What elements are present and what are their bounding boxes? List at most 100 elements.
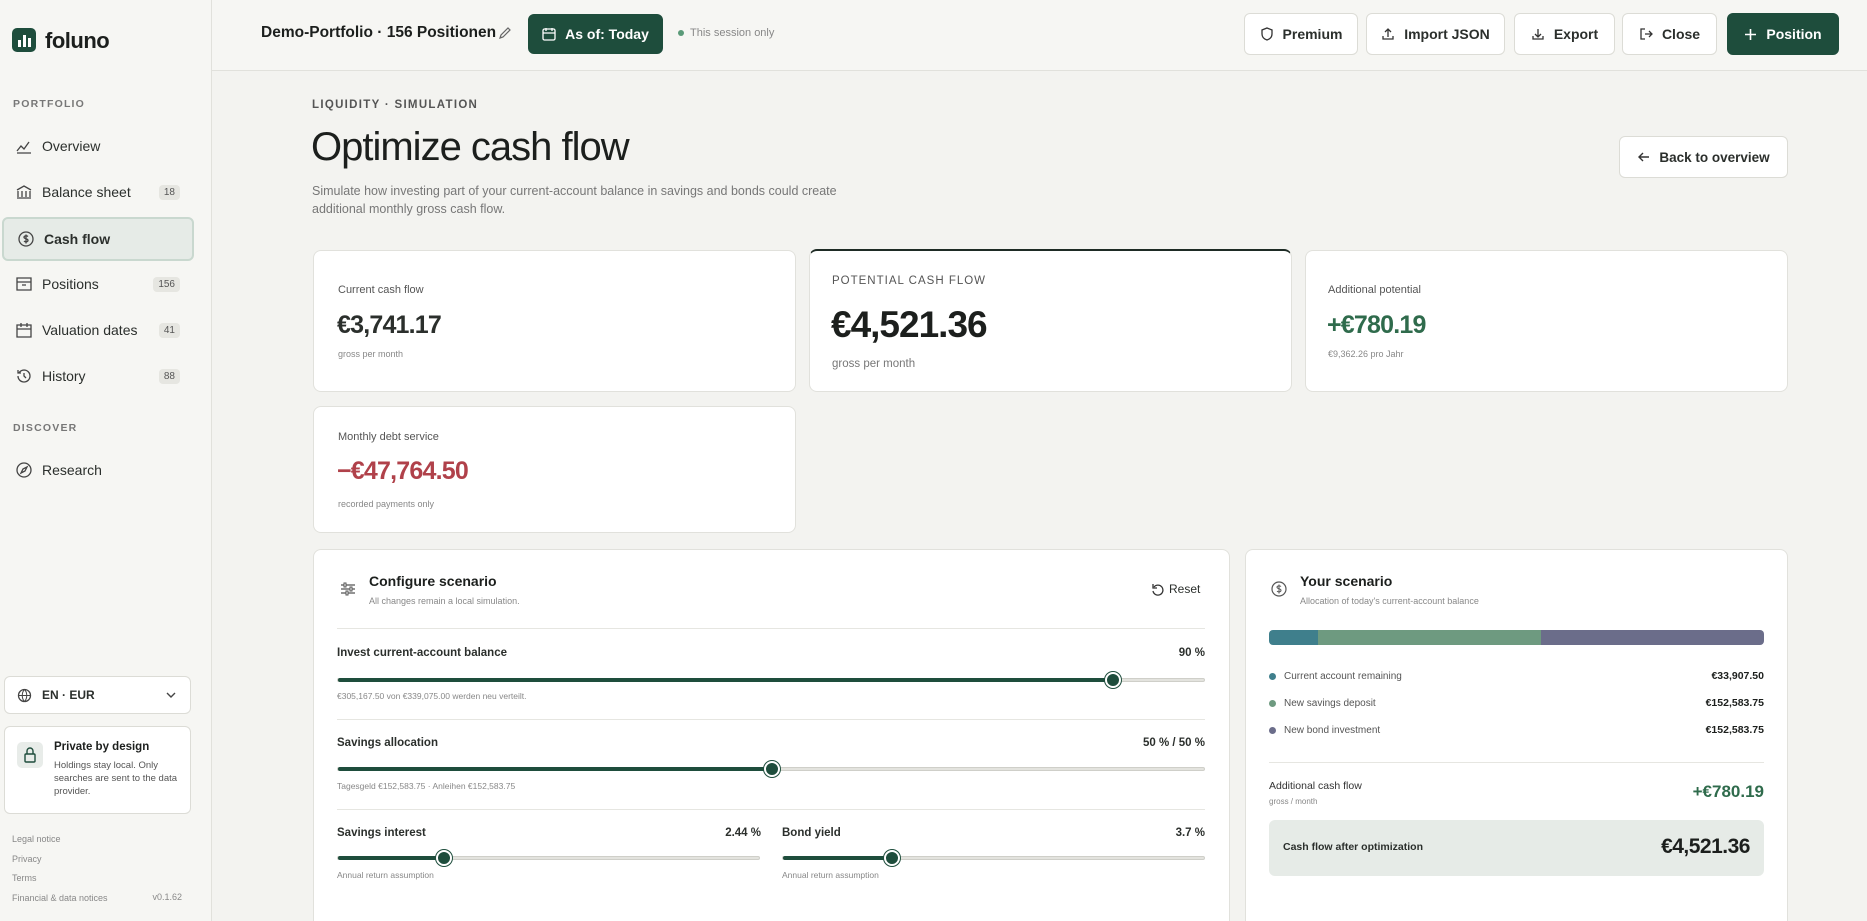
slider-hint: Annual return assumption — [337, 870, 434, 880]
legend-label: Current account remaining — [1284, 670, 1402, 682]
reset: Reset — [1169, 582, 1201, 596]
export-button[interactable]: Export — [1514, 13, 1615, 55]
legend-row: New savings deposit €152,583.75 — [1269, 697, 1764, 709]
import-button[interactable]: Import JSON — [1366, 13, 1505, 55]
footer-link[interactable]: Legal notice — [12, 834, 61, 844]
back: Back to overview — [1659, 149, 1770, 165]
footer-link[interactable]: Privacy — [12, 853, 42, 864]
nav-icon — [16, 141, 31, 154]
portfolio-name: Demo-Portfolio · 156 Positionen — [261, 24, 497, 41]
metric-card: Monthly debt service −€47,764.50 recorde… — [313, 406, 796, 533]
additional-note: gross / month — [1269, 797, 1318, 806]
action: Position — [1766, 26, 1822, 42]
legend-value: €152,583.75 — [1705, 724, 1764, 736]
nav-item[interactable]: Research — [2, 448, 194, 492]
slider-hint: Annual return assumption — [782, 870, 879, 880]
nav-badge: 88 — [158, 368, 180, 384]
nav-icon — [16, 277, 32, 291]
allocation-bar — [1269, 630, 1764, 645]
nav-label: Positions — [42, 276, 99, 292]
legend-row: New bond investment €152,583.75 — [1269, 724, 1764, 736]
result-box: Cash flow after optimization €4,521.36 — [1269, 820, 1764, 876]
nav-badge: 156 — [153, 276, 180, 292]
topbar: Demo-Portfolio · 156 Positionen As of: T… — [212, 0, 1867, 71]
currency-icon — [1271, 581, 1287, 597]
action: Close — [1661, 26, 1701, 42]
premium-button[interactable]: Premium — [1244, 13, 1358, 55]
as-of-button[interactable]: As of: Today — [528, 14, 663, 54]
nav-item[interactable]: Cash flow — [2, 217, 194, 261]
nav-label: Research — [42, 462, 102, 478]
slider-value: 2.44 % — [725, 827, 761, 839]
metric-value: €3,741.17 — [337, 311, 442, 339]
nav-icon — [17, 369, 31, 383]
result-label: Cash flow after optimization — [1283, 841, 1424, 853]
metric-value: +€780.19 — [1327, 311, 1426, 339]
nav-label: Balance sheet — [42, 184, 131, 200]
nav-icon — [16, 323, 32, 338]
action: Import JSON — [1404, 26, 1490, 42]
legend-row: Current account remaining €33,907.50 — [1269, 670, 1764, 682]
slider[interactable] — [337, 850, 760, 866]
section-title: DISCOVER — [13, 422, 78, 434]
divider — [337, 809, 1205, 810]
close-button[interactable]: Close — [1622, 13, 1717, 55]
action: Export — [1553, 26, 1599, 42]
segment — [1318, 630, 1541, 645]
slider-value: 90 % — [1178, 647, 1205, 659]
sliders-icon — [341, 582, 355, 596]
legend-label: New bond investment — [1284, 724, 1381, 736]
action: Premium — [1282, 26, 1343, 42]
slider[interactable] — [337, 672, 1205, 688]
metric-note: gross per month — [338, 349, 404, 359]
panel-subtitle: Allocation of today's current-account ba… — [1300, 596, 1479, 606]
nav-item[interactable]: Balance sheet 18 — [2, 170, 194, 214]
panel-subtitle: All changes remain a local simulation. — [369, 596, 520, 606]
metric-note: €9,362.26 pro Jahr — [1328, 349, 1404, 359]
legend-value: €152,583.75 — [1705, 697, 1764, 709]
brand: foluno — [45, 28, 110, 53]
nav-icon — [18, 231, 34, 247]
reset-button[interactable]: Reset — [1151, 582, 1200, 596]
divider — [337, 719, 1205, 720]
slider[interactable] — [337, 761, 1205, 777]
version: v0.1.62 — [152, 892, 182, 902]
add-position-button[interactable]: Position — [1727, 13, 1839, 55]
privacy-title: Private by design — [54, 741, 150, 753]
nav-icon — [16, 185, 32, 199]
metric-label: Additional potential — [1328, 284, 1421, 296]
session-note: This session only — [678, 27, 774, 39]
segment — [1541, 630, 1764, 645]
edit-icon[interactable] — [498, 26, 512, 40]
slider-label: Invest current-account balance — [337, 647, 507, 659]
nav-label: Valuation dates — [42, 322, 138, 338]
nav-item[interactable]: Positions 156 — [2, 262, 194, 306]
sidebar: foluno PORTFOLIO Overview Balance sheet 18 C… — [0, 0, 212, 921]
metric-value: €4,521.36 — [831, 304, 988, 345]
panel-title: Your scenario — [1300, 573, 1393, 589]
slider-hint: Tagesgeld €152,583.75 · Anleihen €152,58… — [337, 781, 516, 791]
language: EN · EUR — [42, 688, 95, 702]
section-title: PORTFOLIO — [13, 98, 86, 110]
footer-link[interactable]: Terms — [12, 873, 37, 883]
nav-label: History — [42, 368, 86, 384]
metric-label: Current cash flow — [338, 284, 424, 296]
metric-value: −€47,764.50 — [337, 457, 469, 485]
nav-item[interactable]: History 88 — [2, 354, 194, 398]
language-select[interactable]: EN · EUR — [4, 676, 191, 714]
divider — [1269, 762, 1764, 763]
nav-item[interactable]: Valuation dates 41 — [2, 308, 194, 352]
footer-link[interactable]: Financial & data notices — [12, 892, 108, 903]
segment — [1269, 630, 1318, 645]
slider[interactable] — [782, 850, 1205, 866]
back-button[interactable]: Back to overview — [1619, 136, 1788, 178]
privacy-text: Holdings stay local. Only searches are s… — [54, 760, 178, 797]
slider-label: Bond yield — [782, 827, 841, 839]
metric-note: recorded payments only — [338, 499, 435, 509]
slider-value: 50 % / 50 % — [1142, 737, 1205, 749]
slider-value: 3.7 % — [1175, 827, 1205, 839]
metric-note: gross per month — [832, 358, 916, 370]
nav-label: Overview — [42, 138, 101, 154]
nav-item[interactable]: Overview — [2, 124, 194, 168]
metric-card: Current cash flow €3,741.17 gross per mo… — [313, 250, 796, 392]
